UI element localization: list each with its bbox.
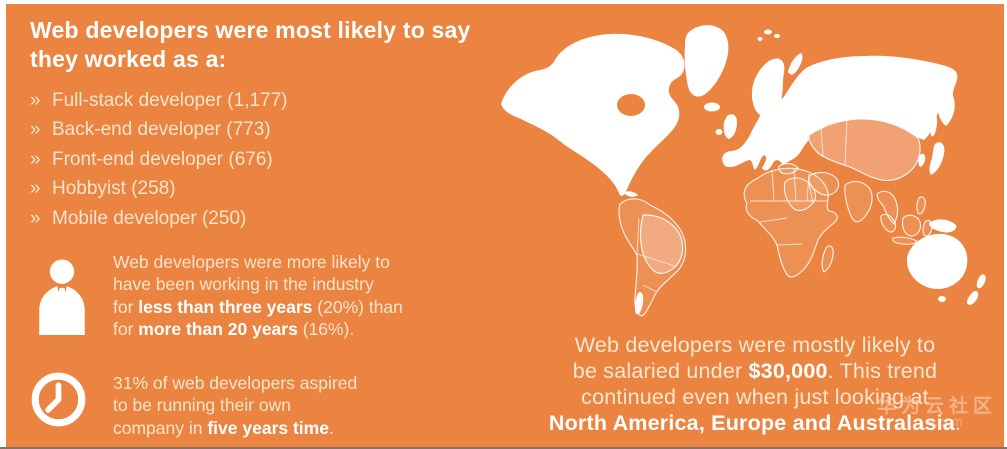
chevron-bullet-icon: » [30, 148, 41, 170]
chevron-bullet-icon: » [30, 89, 41, 111]
clock-ring [31, 372, 86, 427]
asia-borders [808, 118, 848, 204]
role-item-label: Mobile developer (250) [52, 207, 247, 229]
person-tie [57, 287, 67, 308]
role-item-label: Back-end developer (773) [52, 119, 271, 141]
world-map-svg [501, 25, 986, 317]
borneo-shape [901, 214, 922, 237]
iran-shape [808, 171, 840, 196]
role-item: » Mobile developer (250) [30, 204, 288, 234]
sulawesi-shape [922, 219, 933, 237]
madagascar-shape [821, 245, 834, 273]
africa-borders [750, 168, 827, 246]
role-item: » Front-end developer (676) [30, 145, 288, 175]
watermark-text: 华为云社区 [877, 396, 998, 417]
role-item: » Hobbyist (258) [30, 175, 288, 205]
north-america-shape [501, 33, 685, 196]
chevron-bullet-icon: » [30, 207, 41, 229]
philippines-shape [916, 196, 926, 215]
person-head [49, 259, 75, 284]
iceland-shape [704, 102, 720, 112]
watermark-url: s.com [928, 414, 963, 429]
arctic-island-shape [757, 37, 763, 41]
south-america-borders [636, 217, 676, 293]
bottom-edge-line [0, 447, 1007, 449]
role-item: » Back-end developer (773) [30, 116, 288, 146]
korea-shape [918, 153, 926, 167]
new-zealand-north-shape [976, 274, 986, 289]
south-america-shape [618, 198, 687, 317]
southeast-asia-shape [876, 190, 899, 225]
china-central-asia-shape [808, 118, 921, 181]
uk-shape [723, 114, 737, 139]
chevron-bullet-icon: » [30, 178, 41, 200]
fact-company-aspiration: 31% of web developers aspired to be runn… [113, 373, 358, 438]
japan-shape [929, 142, 945, 175]
africa-shape [743, 167, 838, 278]
person-body [39, 286, 85, 335]
salary-caption: Web developers were mostly likely to be … [548, 333, 962, 435]
role-item-label: Hobbyist (258) [52, 178, 176, 200]
person-icon-svg [39, 259, 85, 335]
clock-hands [45, 382, 62, 413]
patagonia-shape [634, 292, 644, 315]
sumatra-shape [880, 213, 897, 233]
chevron-bullet-icon: » [30, 119, 41, 141]
tasmania-shape [938, 296, 946, 302]
ireland-shape [715, 129, 723, 135]
sakhalin-shape [930, 116, 938, 137]
page-title: Web developers were most likely to say t… [30, 17, 471, 72]
cuba-shape [625, 191, 638, 197]
new-zealand-south-shape [967, 290, 979, 305]
hudson-bay [617, 94, 645, 116]
australia-shape [906, 233, 968, 289]
clock-icon [30, 371, 87, 433]
eurasia-shape [722, 55, 958, 171]
clock-icon-svg [31, 372, 86, 427]
greenland-shape [684, 25, 729, 97]
fact-industry-tenure: Web developers were more likely to have … [113, 252, 403, 340]
india-shape [844, 180, 873, 223]
world-map [491, 8, 1007, 330]
svalbard-shape [774, 34, 780, 38]
roles-list: » Full-stack developer (1,177) » Back-en… [30, 86, 288, 234]
new-guinea-shape [929, 219, 957, 233]
person-icon [36, 256, 88, 341]
svalbard-shape [764, 29, 772, 35]
role-item: » Full-stack developer (1,177) [30, 86, 288, 116]
role-item-label: Front-end developer (676) [52, 148, 273, 170]
turkey-shape [778, 163, 799, 175]
role-item-label: Full-stack developer (1,177) [52, 89, 288, 111]
novaya-zemlya-shape [788, 53, 803, 75]
java-shape [892, 236, 918, 245]
